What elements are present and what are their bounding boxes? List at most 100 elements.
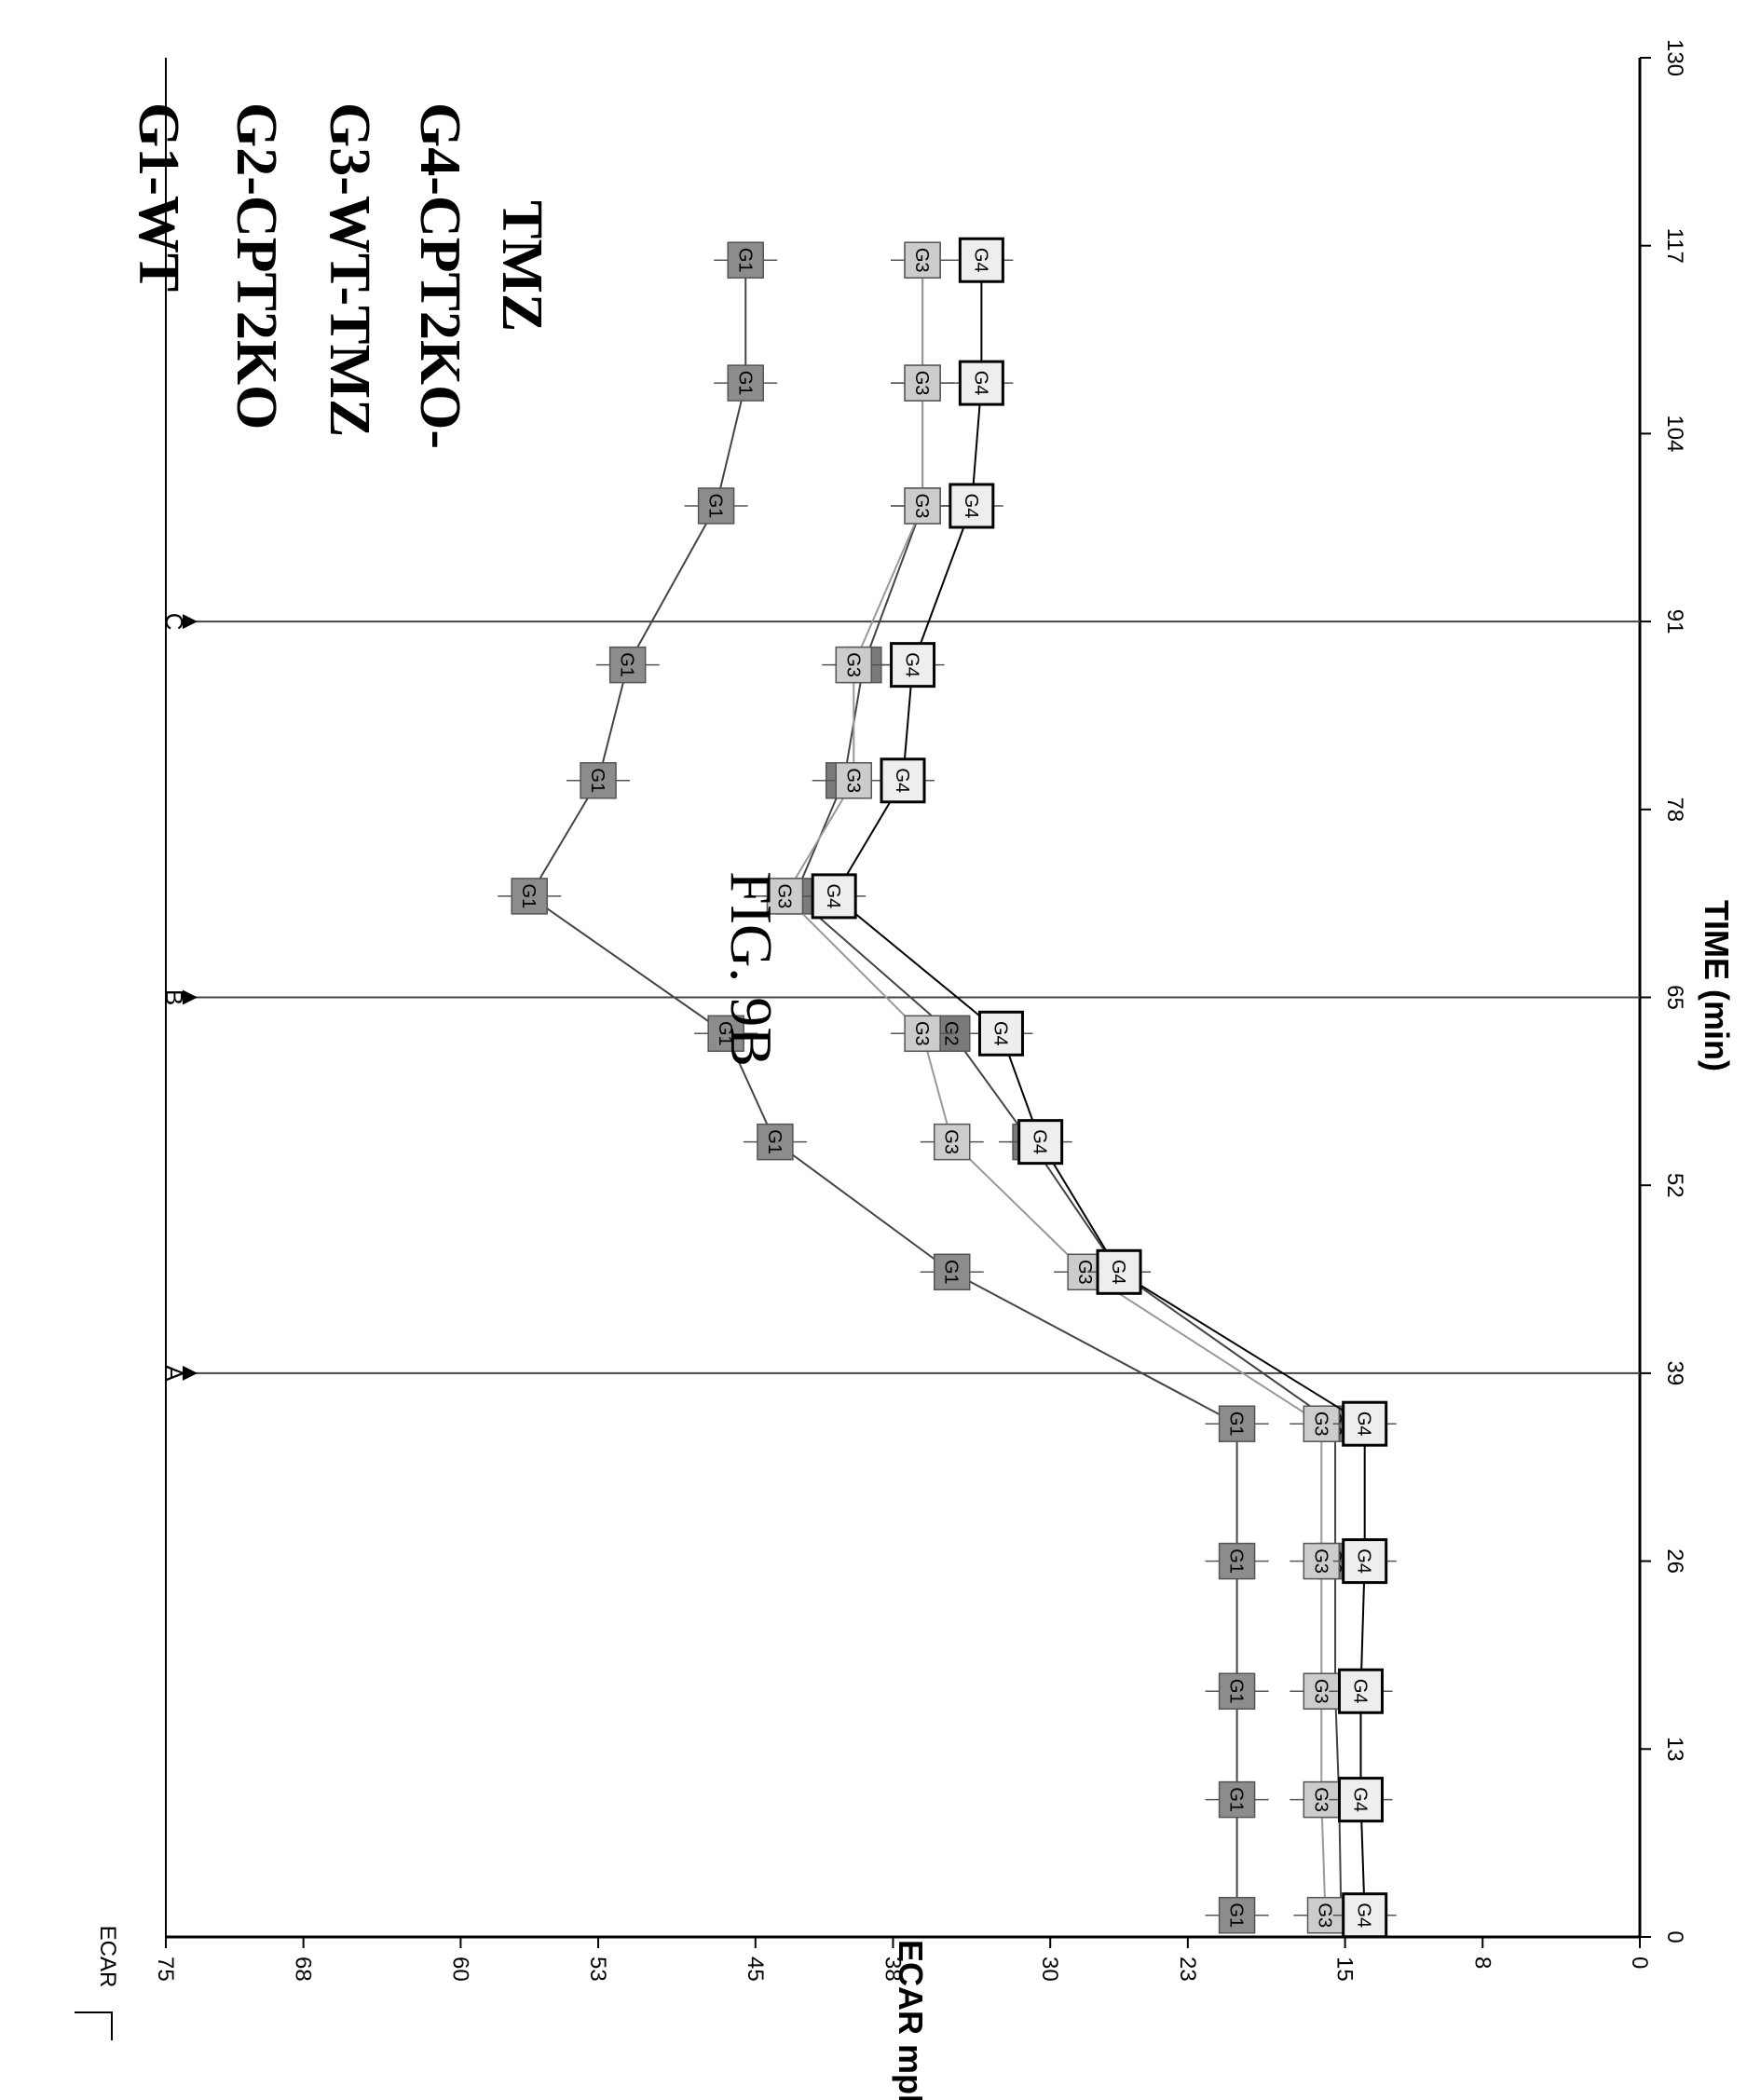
data-point-marker [1218,1780,1256,1819]
data-point-marker [1218,1405,1256,1442]
data-point-label: G4 [823,884,843,909]
data-point-label: G3 [773,884,794,909]
event-arrow [183,1365,198,1381]
data-point-label: G4 [1030,1129,1050,1154]
event-label: C [160,613,188,631]
data-point-label: G3 [911,1021,932,1046]
y-tick-label: 23 [1175,1957,1200,1982]
x-tick-label: 78 [1662,797,1687,822]
x-tick-label: 52 [1662,1173,1687,1198]
event-label: B [160,989,188,1005]
legend-entry: G3-WT-TMZ [318,102,381,437]
data-point-marker [1218,1542,1256,1580]
data-point-marker [958,360,1004,406]
data-point-label: G4 [1354,1902,1374,1928]
data-point-label: G3 [1310,1548,1331,1574]
data-point-label: G1 [1226,1411,1247,1437]
data-point-marker [1342,1538,1388,1585]
data-point-label: G3 [1315,1902,1335,1928]
data-point-label: G1 [941,1260,962,1285]
y-tick-label: 75 [153,1957,178,1982]
data-point-marker [933,1253,971,1291]
data-point-label: G3 [911,371,932,396]
figure-title: FIG. 9B [718,871,785,1067]
data-point-marker [904,241,941,279]
data-point-label: G1 [1226,1787,1247,1812]
data-point-label: G1 [705,494,726,519]
x-tick-label: 13 [1662,1737,1687,1762]
data-point-marker [904,1015,941,1053]
data-point-label: G1 [1226,1548,1247,1574]
data-point-marker [1342,1892,1388,1939]
data-point-label: G4 [970,248,990,273]
data-point-marker [949,483,995,529]
data-point-marker [766,878,804,915]
data-point-label: G4 [1349,1679,1370,1704]
data-point-label: G1 [1226,1679,1247,1704]
data-point-label: G3 [941,1129,962,1154]
data-point-marker [1218,1672,1256,1710]
data-point-label: G3 [1310,1411,1331,1437]
x-tick-label: 104 [1662,415,1687,452]
y-tick-label: 0 [1627,1957,1652,1969]
x-tick-label: 26 [1662,1548,1687,1574]
event-arrow [183,614,198,630]
data-point-marker [697,487,735,525]
data-point-marker [977,1010,1024,1057]
data-point-label: G4 [902,652,922,677]
data-point-label: G3 [911,494,932,519]
x-tick-label: 0 [1662,1930,1687,1943]
x-axis-ticks: 0 13 26 39 52 65 78 91 104 117 130 [1640,39,1687,1943]
x-tick-label: 130 [1662,39,1687,76]
series-line [793,260,1343,1916]
data-point-label: G1 [587,768,607,793]
data-point-label: G3 [911,248,932,273]
legend-entry: G2-CPT2KO [225,102,288,430]
data-point-marker [608,646,647,684]
y-tick-label: 30 [1037,1957,1062,1982]
data-point-marker [904,364,941,402]
data-point-marker [1017,1119,1064,1166]
data-point-label: G3 [1074,1260,1095,1285]
y-axis-ticks: 0 8 15 23 30 38 45 53 60 68 75 [153,1937,1652,1982]
data-point-marker [835,762,873,799]
legend-entry: G1-WT [127,102,190,292]
event-arrow [183,989,198,1005]
event-lines: A B C [160,613,1640,1382]
data-point-label: G4 [1354,1411,1374,1437]
data-point-label: G1 [764,1129,785,1154]
data-point-label: G1 [518,884,539,909]
data-point-marker [835,646,873,684]
data-point-marker [933,1123,971,1161]
data-point-label: G4 [961,494,981,519]
series-g3: G3 G3 G3 G3 G3 G3 G3 G3 G3 G3 G3 G3 G3 G3 [753,241,1358,1934]
x-tick-label: 91 [1662,609,1687,634]
data-point-label: G3 [842,652,863,677]
data-point-label: G3 [1310,1787,1331,1812]
data-point-label: G1 [715,1021,735,1046]
data-point-label: G3 [842,768,863,793]
data-point-marker [511,878,548,915]
data-point-marker [1218,1896,1256,1934]
legend: G1-WT G2-CPT2KO G3-WT-TMZ G4-CPT2KO- TMZ [127,102,553,449]
y-tick-label: 45 [743,1957,768,1982]
data-point-marker [904,487,941,525]
data-point-marker [1337,1668,1384,1714]
data-point-label: G4 [990,1021,1010,1046]
y-tick-label: 15 [1332,1957,1358,1982]
data-point-label: G1 [617,652,637,677]
legend-entry: TMZ [490,200,553,332]
data-point-marker [811,873,857,920]
data-point-marker [707,1015,744,1053]
data-point-marker [1096,1248,1142,1295]
ecar-legend-box: ECAR [75,1926,120,2040]
data-point-marker [1342,1400,1388,1447]
data-point-label: G4 [1349,1787,1370,1812]
data-point-label: G4 [1108,1260,1128,1285]
x-tick-label: 39 [1662,1361,1687,1386]
x-axis-label: TIME (min) [1698,900,1736,1071]
y-tick-label: 60 [447,1957,472,1982]
data-point-label: G1 [1226,1902,1247,1928]
data-point-marker [757,1123,794,1161]
